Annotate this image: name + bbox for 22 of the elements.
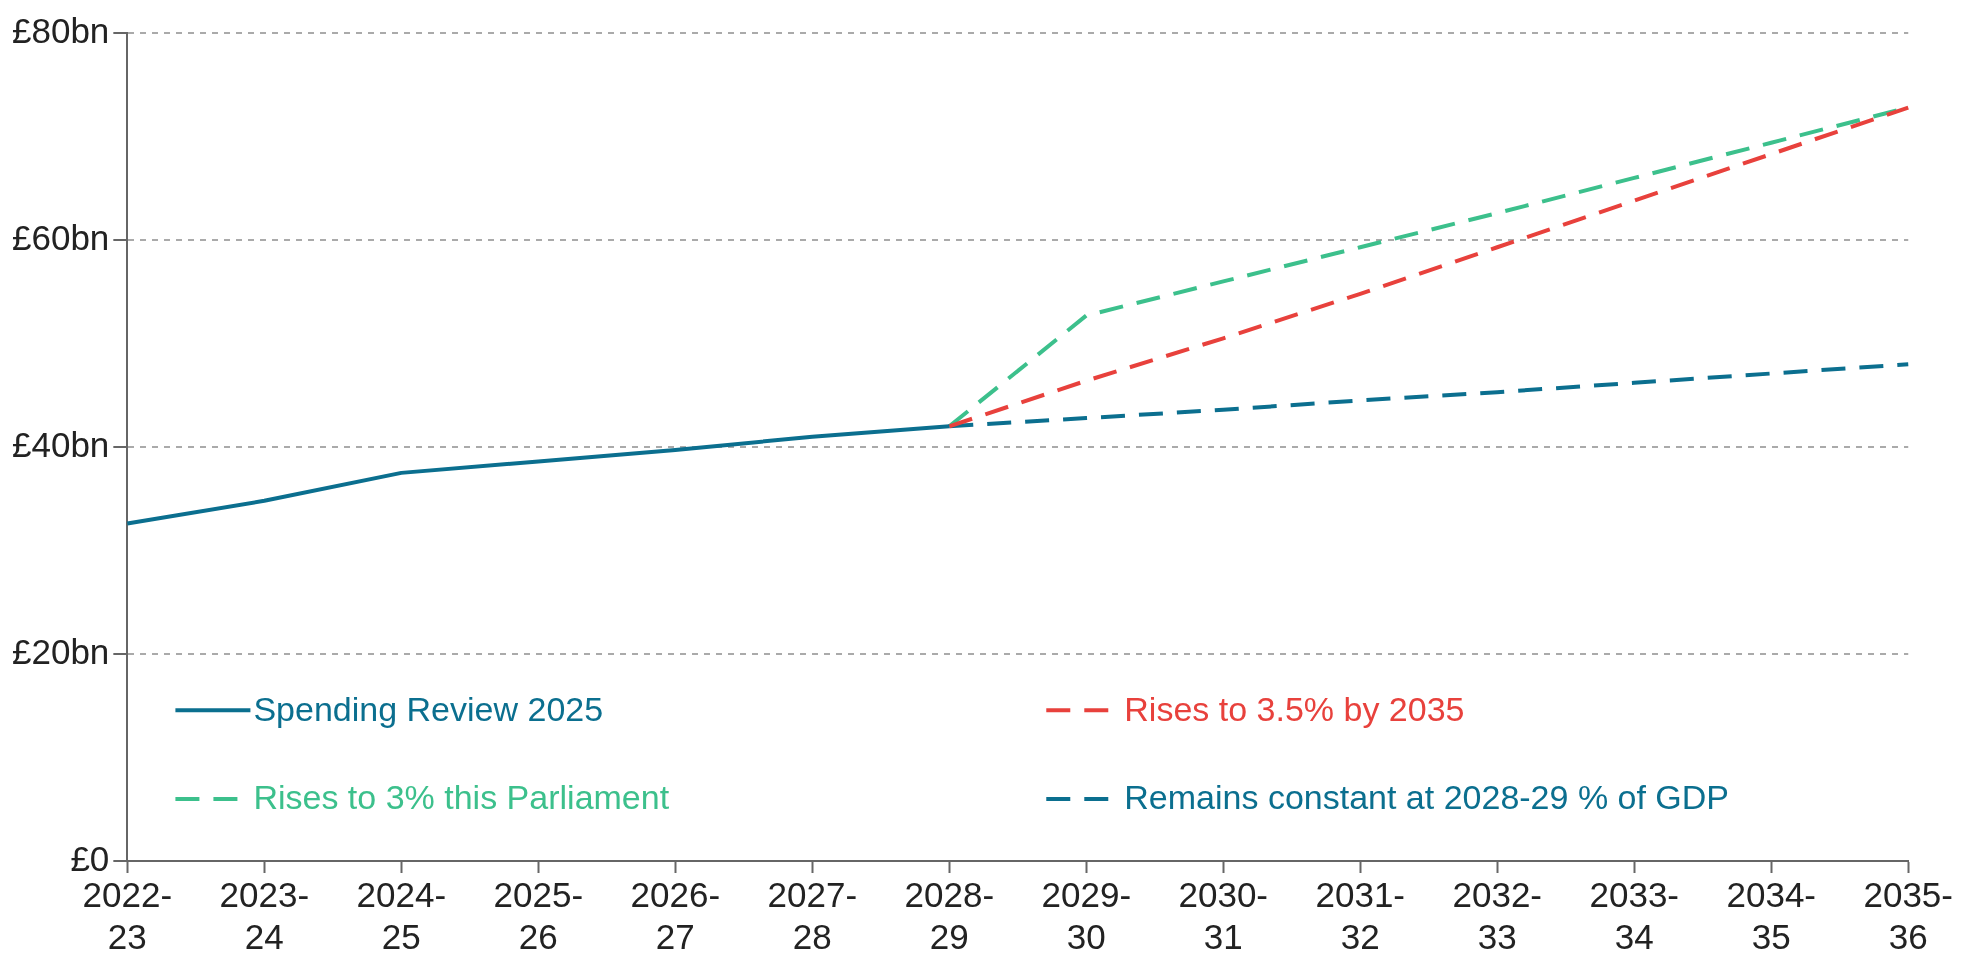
y-tick-label: £40bn bbox=[12, 424, 110, 464]
x-tick-label: 2032-33 bbox=[1452, 874, 1543, 956]
x-tick-label: 2030-31 bbox=[1178, 874, 1269, 956]
x-tick-label: 2027-28 bbox=[767, 874, 858, 956]
x-tick-label: 2028-29 bbox=[904, 874, 995, 956]
x-tick-label: 2023-24 bbox=[219, 874, 310, 956]
legend-label: Spending Review 2025 bbox=[253, 689, 604, 728]
x-tick-label: 2024-25 bbox=[356, 874, 447, 956]
legend-label: Rises to 3.5% by 2035 bbox=[1124, 689, 1465, 728]
x-tick-label: 2033-34 bbox=[1589, 874, 1680, 956]
y-tick-label: £20bn bbox=[12, 631, 110, 671]
legend-label: Remains constant at 2028-29 % of GDP bbox=[1124, 778, 1730, 817]
y-tick-label: £60bn bbox=[12, 217, 110, 257]
line-series bbox=[947, 105, 1911, 429]
x-tick-label: 2035-36 bbox=[1863, 874, 1954, 956]
x-tick-label: 2025-26 bbox=[493, 874, 584, 956]
x-tick-label: 2034-35 bbox=[1726, 874, 1817, 956]
y-tick-label: £80bn bbox=[12, 10, 110, 50]
x-tick-label: 2026-27 bbox=[630, 874, 721, 956]
x-tick-label: 2029-30 bbox=[1041, 874, 1132, 956]
x-tick-label: 2031-32 bbox=[1315, 874, 1406, 956]
legend-label: Rises to 3% this Parliament bbox=[253, 778, 670, 817]
